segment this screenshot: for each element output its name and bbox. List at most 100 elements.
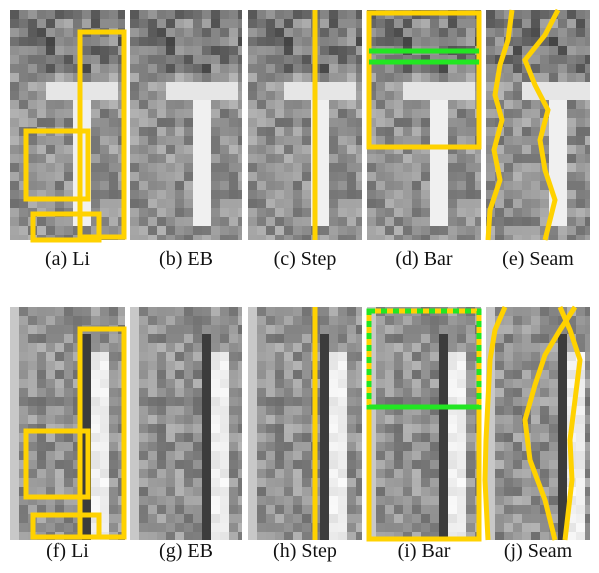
pixel (55, 433, 64, 442)
pixel (248, 442, 257, 451)
pixel (356, 496, 362, 505)
pixel (457, 487, 466, 496)
pixel (64, 352, 73, 361)
pixel (421, 379, 430, 388)
pixel (439, 370, 448, 379)
pixel (275, 397, 284, 406)
pixel (531, 172, 540, 181)
pixel (558, 487, 567, 496)
pixel (238, 316, 242, 325)
pixel (220, 226, 229, 235)
pixel (19, 334, 28, 343)
pixel (320, 307, 329, 316)
pixel (531, 28, 540, 37)
pixel (284, 163, 293, 172)
pixel (211, 64, 220, 73)
pixel (457, 325, 466, 334)
pixel (28, 460, 37, 469)
pixel (356, 514, 362, 523)
pixel (540, 208, 549, 217)
pixel (55, 379, 64, 388)
pixel (421, 19, 430, 28)
pixel (576, 64, 585, 73)
pixel (37, 19, 46, 28)
pixel (329, 325, 338, 334)
pixel (376, 172, 385, 181)
pixel (302, 532, 311, 540)
pixel (513, 37, 522, 46)
pixel (166, 199, 175, 208)
pixel (567, 181, 576, 190)
pixel (275, 127, 284, 136)
pixel (46, 82, 55, 91)
pixel (284, 316, 293, 325)
pixel (157, 100, 166, 109)
pixel (376, 478, 385, 487)
pixel (421, 154, 430, 163)
pixel (356, 127, 362, 136)
pixel (495, 487, 504, 496)
pixel (585, 388, 590, 397)
pixel (448, 433, 457, 442)
pixel (421, 424, 430, 433)
pixel (540, 442, 549, 451)
pixel (439, 316, 448, 325)
pixel (184, 532, 193, 540)
pixel (46, 37, 55, 46)
pixel (193, 73, 202, 82)
pixel (385, 118, 394, 127)
pixel (421, 163, 430, 172)
pixel (513, 469, 522, 478)
pixel (229, 226, 238, 235)
pixel (430, 226, 439, 235)
pixel (202, 55, 211, 64)
pixel (284, 379, 293, 388)
pixel (394, 154, 403, 163)
pixel (220, 55, 229, 64)
pixel (257, 343, 266, 352)
pixel (558, 361, 567, 370)
pixel (184, 505, 193, 514)
pixel (10, 334, 19, 343)
pixel (10, 505, 19, 514)
pixel (320, 154, 329, 163)
pixel (338, 325, 347, 334)
pixel (175, 406, 184, 415)
pixel (64, 10, 73, 19)
pixel (430, 415, 439, 424)
pixel (376, 343, 385, 352)
pixel (82, 37, 91, 46)
pixel (466, 496, 475, 505)
pixel (430, 352, 439, 361)
pixel (130, 145, 139, 154)
pixel (229, 118, 238, 127)
pixel (139, 424, 148, 433)
pixel (504, 118, 513, 127)
pixel (175, 19, 184, 28)
pixel (585, 64, 590, 73)
pixel (585, 226, 590, 235)
pixel (356, 415, 362, 424)
pixel (64, 46, 73, 55)
pixel (211, 442, 220, 451)
pixel (148, 10, 157, 19)
pixel (148, 433, 157, 442)
pixel (293, 406, 302, 415)
pixel (148, 352, 157, 361)
pixel (394, 118, 403, 127)
pixel (385, 82, 394, 91)
pixel (394, 91, 403, 100)
pixel (211, 154, 220, 163)
pixel (37, 325, 46, 334)
pixel (567, 118, 576, 127)
pixel (202, 505, 211, 514)
pixel (130, 73, 139, 82)
pixel (109, 109, 118, 118)
pixel (421, 514, 430, 523)
pixel (576, 325, 585, 334)
pixel (412, 325, 421, 334)
pixel (202, 469, 211, 478)
pixel (284, 505, 293, 514)
pixel (175, 496, 184, 505)
pixel (100, 415, 109, 424)
